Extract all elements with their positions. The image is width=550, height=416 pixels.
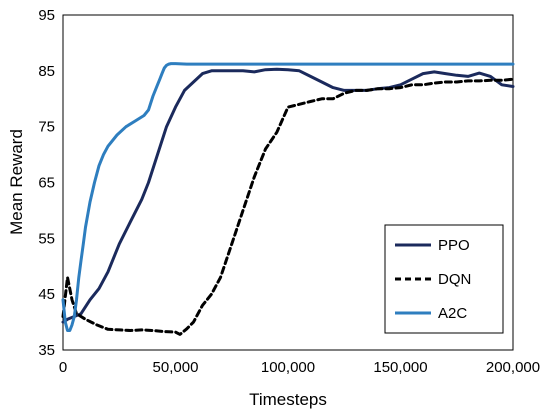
y-tick-label: 75 bbox=[38, 119, 55, 136]
series-lines bbox=[61, 62, 515, 336]
y-tick-label: 35 bbox=[38, 342, 55, 359]
y-tick-label: 85 bbox=[38, 63, 55, 80]
series-line-ppo bbox=[61, 67, 515, 324]
legend-label-dqn: DQN bbox=[438, 271, 471, 288]
y-tick-label: 65 bbox=[38, 175, 55, 192]
y-tick-label: 45 bbox=[38, 286, 55, 303]
legend-label-ppo: PPO bbox=[438, 237, 470, 254]
x-tick-label: 200,000 bbox=[486, 359, 540, 376]
x-tick-label: 0 bbox=[59, 359, 67, 376]
x-tick-label: 100,000 bbox=[261, 359, 315, 376]
y-axis-title: Mean Reward bbox=[7, 129, 26, 235]
y-tick-label: 95 bbox=[38, 7, 55, 24]
x-axis-ticks: 0 50,000 100,000 150,000 200,000 bbox=[59, 359, 540, 376]
x-tick-label: 50,000 bbox=[153, 359, 199, 376]
y-tick-label: 55 bbox=[38, 230, 55, 247]
x-tick-label: 150,000 bbox=[373, 359, 427, 376]
series-line-dqn bbox=[61, 77, 515, 336]
x-axis-title: Timesteps bbox=[249, 390, 327, 409]
legend: PPO DQN A2C bbox=[384, 224, 504, 334]
legend-label-a2c: A2C bbox=[438, 305, 467, 322]
legend-box bbox=[384, 224, 504, 334]
series-line-a2c bbox=[61, 62, 515, 332]
y-axis-ticks: 35 45 55 65 75 85 95 bbox=[38, 7, 55, 359]
